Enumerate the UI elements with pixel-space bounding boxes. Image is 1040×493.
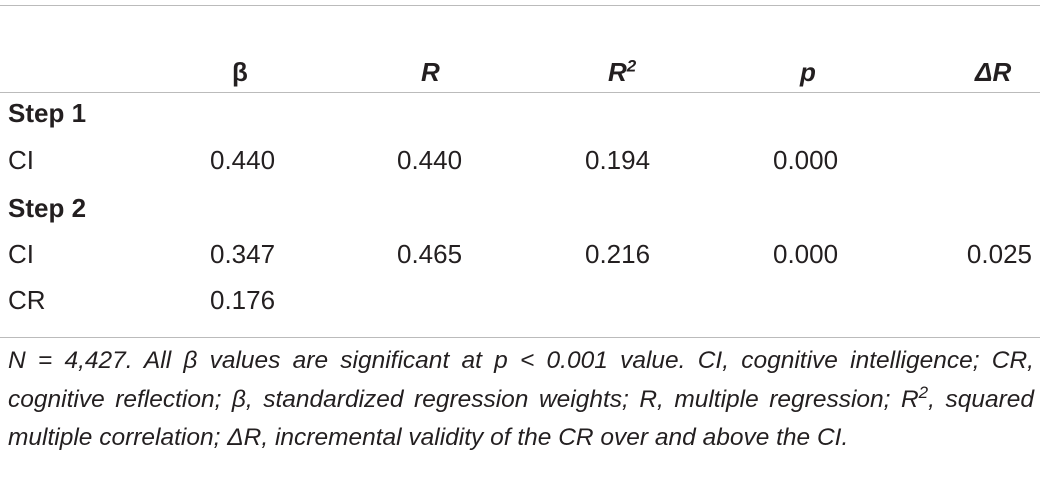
cell: 0.025 [966, 239, 1032, 269]
row-label: CR [8, 285, 46, 315]
cell: 0.347 [210, 239, 276, 269]
cell: 0.465 [397, 239, 463, 269]
cell: 0.194 [585, 145, 651, 175]
top-rule [0, 5, 1040, 6]
row-label: CI [8, 239, 34, 269]
cell: 0.440 [210, 145, 276, 175]
header-rule [0, 92, 1040, 93]
section-title: Step 1 [8, 98, 87, 128]
header-sup: 2 [626, 56, 637, 76]
section-title: Step 2 [8, 193, 87, 223]
bottom-rule [0, 337, 1040, 338]
cell: 0.000 [773, 145, 839, 175]
cell: 0.176 [210, 285, 276, 315]
cell: 0.216 [585, 239, 651, 269]
header-cell: p [800, 57, 816, 87]
footnote-text: , squared multiple correlation; ΔR, incr… [8, 385, 1034, 452]
header-cell: R2 [608, 57, 636, 87]
header-cell: R [421, 57, 440, 87]
header-cell: ΔR [975, 57, 1012, 87]
footnote: N = 4,427. All β values are significant … [8, 342, 1034, 458]
cell: 0.440 [397, 145, 463, 175]
header-cell: β [232, 57, 248, 87]
footnote-sup: 2 [918, 382, 929, 402]
cell: 0.000 [773, 239, 839, 269]
row-label: CI [8, 145, 34, 175]
header-text: R [608, 57, 627, 87]
footnote-text: N = 4,427. All β values are significant … [8, 347, 1034, 413]
